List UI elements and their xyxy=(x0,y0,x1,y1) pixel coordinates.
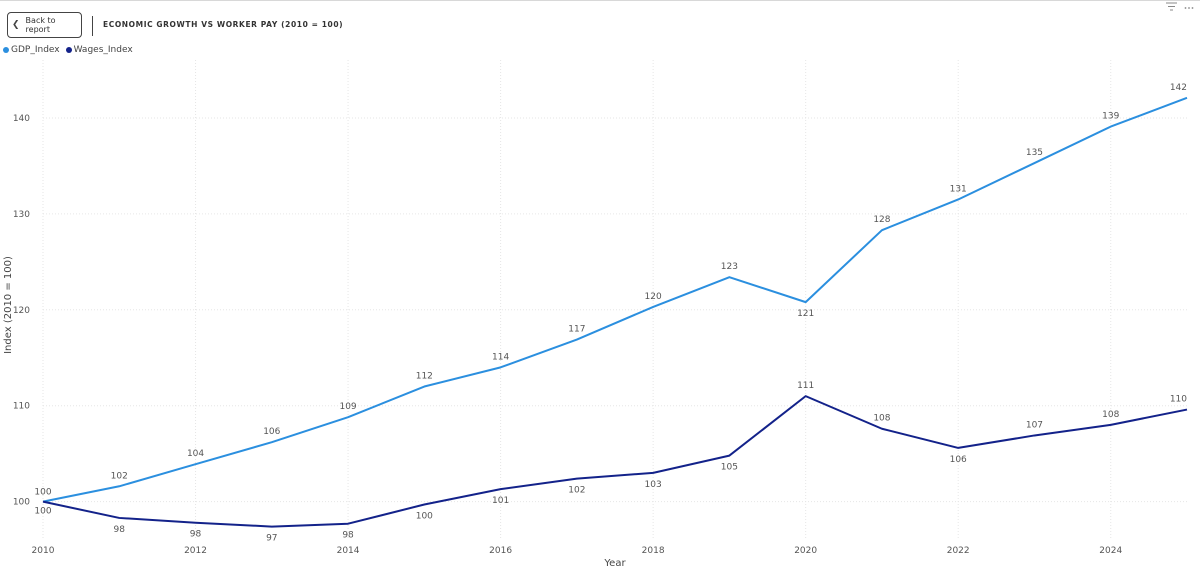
y-tick-label: 140 xyxy=(13,114,30,124)
data-label: 107 xyxy=(1026,420,1043,430)
x-tick-label: 2020 xyxy=(794,546,817,556)
visual-header-icons xyxy=(1166,2,1194,14)
data-label: 103 xyxy=(645,480,662,490)
y-tick-label: 110 xyxy=(13,402,30,412)
data-label: 135 xyxy=(1026,148,1043,158)
data-label: 117 xyxy=(568,325,585,335)
data-label: 110 xyxy=(1170,395,1187,405)
x-axis-title: Year xyxy=(603,558,626,569)
series-line-wages-index[interactable] xyxy=(42,395,1188,528)
data-label: 100 xyxy=(34,507,51,517)
data-label: 101 xyxy=(492,496,509,506)
data-label: 128 xyxy=(873,215,890,225)
data-label: 142 xyxy=(1170,83,1187,93)
data-label: 98 xyxy=(190,530,202,540)
y-axis-title: Index (2010 = 100) xyxy=(3,256,14,354)
legend-marker-gdp xyxy=(3,47,9,53)
data-label: 109 xyxy=(339,402,356,412)
x-tick-label: 2012 xyxy=(184,546,207,556)
legend-label-wages: Wages_Index xyxy=(73,45,133,55)
data-label: 100 xyxy=(416,512,433,522)
chevron-left-icon: ❮ xyxy=(12,20,20,30)
x-tick-label: 2014 xyxy=(337,546,360,556)
title-separator xyxy=(92,16,93,36)
x-tick-label: 2010 xyxy=(32,546,55,556)
data-label: 131 xyxy=(950,184,967,194)
y-tick-label: 120 xyxy=(13,306,30,316)
data-label: 120 xyxy=(645,292,662,302)
legend-item-gdp[interactable]: GDP_Index xyxy=(3,45,60,55)
back-to-report-button[interactable]: ❮ Back to report xyxy=(7,12,82,38)
data-label: 139 xyxy=(1102,112,1119,122)
data-label: 98 xyxy=(342,531,354,541)
legend-item-wages[interactable]: Wages_Index xyxy=(65,45,133,55)
data-label: 114 xyxy=(492,352,509,362)
data-label: 102 xyxy=(568,486,585,496)
back-button-label: Back to report xyxy=(25,16,56,34)
legend-label-gdp: GDP_Index xyxy=(11,45,60,55)
x-tick-label: 2016 xyxy=(489,546,512,556)
more-options-icon[interactable] xyxy=(1184,2,1194,14)
legend-marker-wages xyxy=(65,47,72,53)
data-label: 100 xyxy=(34,488,51,498)
data-label: 108 xyxy=(873,414,890,424)
top-border xyxy=(0,0,1200,1)
data-label: 123 xyxy=(721,262,738,272)
data-label: 104 xyxy=(187,449,204,459)
data-label: 105 xyxy=(721,463,738,473)
y-tick-label: 100 xyxy=(13,498,30,508)
data-label: 106 xyxy=(263,427,280,437)
page-title: ECONOMIC GROWTH VS WORKER PAY (2010 = 10… xyxy=(103,20,344,29)
data-label: 106 xyxy=(950,455,967,465)
x-tick-label: 2024 xyxy=(1099,546,1122,556)
y-tick-label: 130 xyxy=(13,210,30,220)
data-label: 111 xyxy=(797,381,814,391)
chart-legend: GDP_Index Wages_Index xyxy=(3,45,133,55)
data-label: 97 xyxy=(266,534,277,544)
filter-icon[interactable] xyxy=(1166,2,1177,14)
series-line-gdp-index[interactable] xyxy=(42,96,1188,503)
data-label: 121 xyxy=(797,309,814,319)
data-label: 112 xyxy=(416,372,433,382)
x-tick-label: 2018 xyxy=(642,546,665,556)
data-label: 108 xyxy=(1102,410,1119,420)
data-label: 102 xyxy=(111,471,128,481)
data-label: 98 xyxy=(114,525,126,535)
x-tick-label: 2022 xyxy=(947,546,970,556)
